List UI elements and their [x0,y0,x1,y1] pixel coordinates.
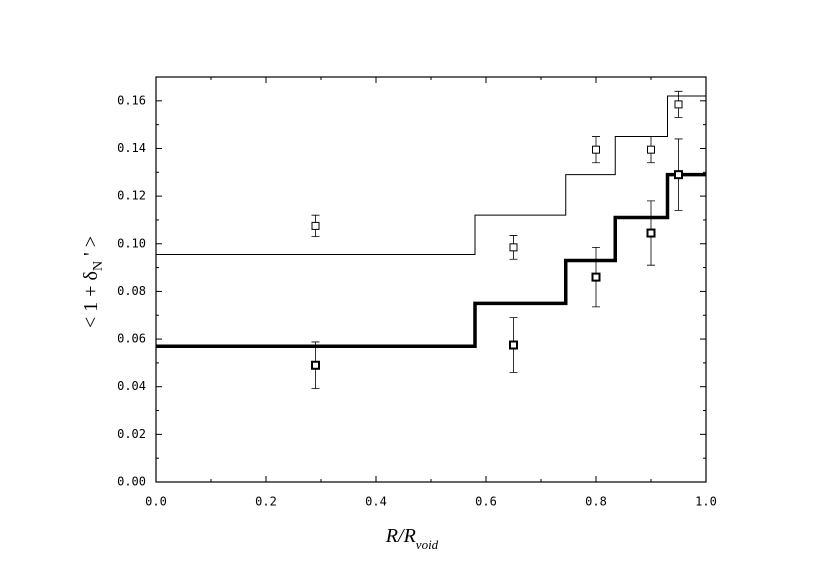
marker [646,228,656,238]
marker [647,145,655,154]
step-line [156,172,706,348]
marker [591,272,601,282]
y-tick-label: 0.12 [117,189,146,203]
x-tick-label: 0.4 [365,495,387,509]
plot-frame [155,76,707,483]
marker [674,170,683,180]
step-line [156,95,706,255]
marker [509,340,518,350]
y-tick-label: 0.08 [117,284,146,298]
x-label-main: R/R [385,525,416,547]
marker [311,221,320,230]
y-tick-label: 0.16 [117,93,146,107]
marker [311,360,320,370]
y-label-sub: N [91,261,106,271]
marker [674,100,683,109]
y-tick-label: 0.10 [117,236,146,250]
x-axis-label: R/Rvoid [385,525,439,552]
x-label-sub: void [416,537,439,552]
x-tick-label: 0.0 [145,495,167,509]
y-tick-label: 0.14 [117,141,146,155]
y-tick-label: 0.04 [117,379,146,393]
y-axis-label: < 1 + δN ' > [80,236,107,328]
x-tick-label: 0.6 [475,495,497,509]
y-tick-label: 0.00 [117,475,146,489]
y-label-main: < 1 + δ [80,271,102,328]
y-label-end: ' > [80,236,102,261]
y-tick-label: 0.02 [117,427,146,441]
y-tick-label: 0.06 [117,332,146,346]
marker [509,243,518,252]
x-tick-label: 0.8 [585,495,607,509]
x-tick-label: 1.0 [695,495,717,509]
marker [592,145,600,154]
x-tick-label: 0.2 [255,495,277,509]
